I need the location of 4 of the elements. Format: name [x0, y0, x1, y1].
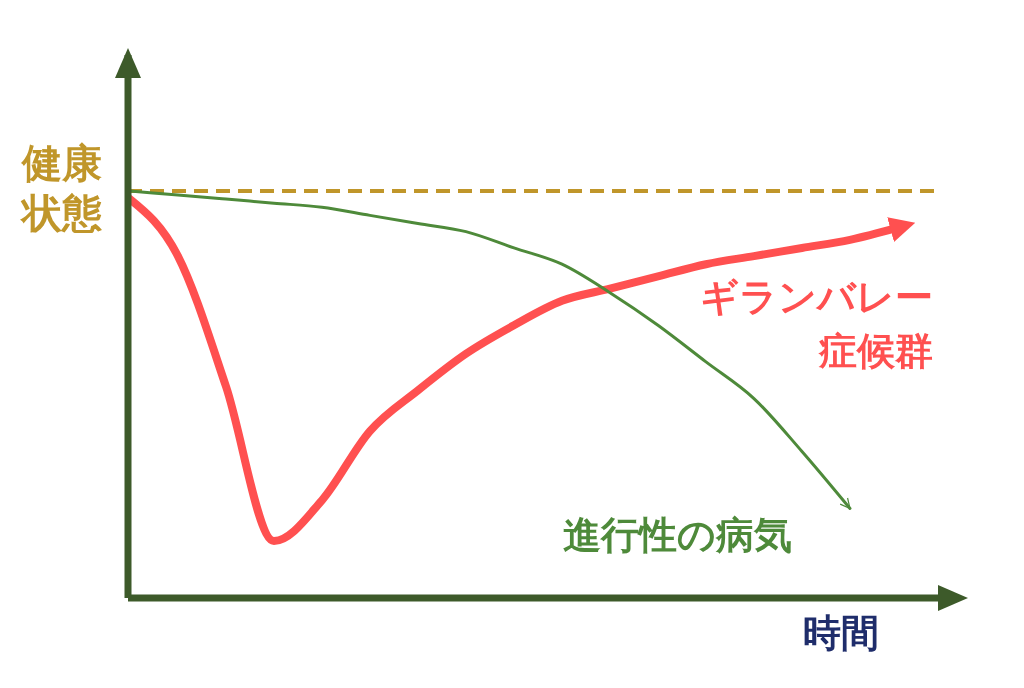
x-axis-title: 時間 [803, 610, 879, 657]
series-label: ギランバレー症候群 [699, 274, 933, 375]
y-axis-title: 健康状態 [22, 139, 103, 238]
series-label: 進行性の病気 [563, 512, 793, 559]
